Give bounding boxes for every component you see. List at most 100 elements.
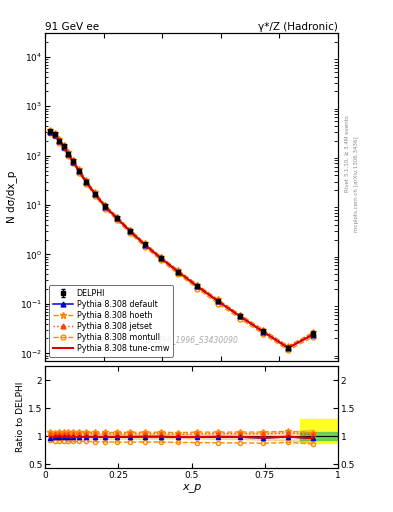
Pythia 8.308 montull (286, 347, 290, 353)
Pythia 8.308 hoeth (48, 127, 53, 133)
Pythia 8.308 tune-cmw (57, 138, 62, 144)
Text: γ*/Z (Hadronic): γ*/Z (Hadronic) (258, 22, 338, 32)
Pythia 8.308 hoeth (61, 142, 66, 148)
Pythia 8.308 jetset (61, 142, 66, 148)
Pythia 8.308 montull (216, 301, 220, 307)
Pythia 8.308 hoeth (158, 253, 163, 260)
Pythia 8.308 hoeth (128, 226, 132, 232)
Pythia 8.308 hoeth (115, 214, 119, 220)
Pythia 8.308 montull (57, 139, 62, 145)
Pythia 8.308 default (261, 329, 266, 335)
Pythia 8.308 jetset (53, 131, 57, 137)
Pythia 8.308 default (71, 159, 75, 165)
Line: Pythia 8.308 montull: Pythia 8.308 montull (48, 131, 316, 353)
Pythia 8.308 montull (158, 258, 163, 264)
Pythia 8.308 default (286, 345, 290, 351)
Pythia 8.308 jetset (176, 268, 181, 274)
Pythia 8.308 default (176, 269, 181, 275)
Pythia 8.308 tune-cmw (286, 345, 290, 351)
Pythia 8.308 hoeth (311, 329, 316, 335)
Pythia 8.308 tune-cmw (216, 298, 220, 304)
Pythia 8.308 montull (237, 316, 242, 322)
Pythia 8.308 montull (66, 153, 70, 159)
Pythia 8.308 hoeth (261, 327, 266, 333)
Pythia 8.308 hoeth (237, 311, 242, 317)
Pythia 8.308 default (93, 191, 97, 197)
Pythia 8.308 jetset (261, 327, 266, 333)
Pythia 8.308 jetset (93, 190, 97, 196)
Text: 91 GeV ee: 91 GeV ee (45, 22, 99, 32)
Pythia 8.308 montull (261, 331, 266, 337)
Pythia 8.308 default (158, 255, 163, 261)
Pythia 8.308 montull (128, 230, 132, 237)
Pythia 8.308 montull (48, 130, 53, 136)
Pythia 8.308 hoeth (57, 136, 62, 142)
Pythia 8.308 default (128, 228, 132, 234)
Pythia 8.308 tune-cmw (84, 179, 88, 185)
Pythia 8.308 default (61, 143, 66, 150)
Pythia 8.308 default (195, 284, 200, 290)
Pythia 8.308 jetset (128, 227, 132, 233)
Pythia 8.308 jetset (84, 178, 88, 184)
Pythia 8.308 hoeth (77, 166, 81, 172)
Pythia 8.308 jetset (77, 167, 81, 173)
Pythia 8.308 hoeth (71, 157, 75, 163)
Legend: DELPHI, Pythia 8.308 default, Pythia 8.308 hoeth, Pythia 8.308 jetset, Pythia 8.: DELPHI, Pythia 8.308 default, Pythia 8.3… (49, 285, 173, 357)
Pythia 8.308 jetset (103, 202, 108, 208)
Pythia 8.308 montull (142, 244, 147, 250)
Line: Pythia 8.308 default: Pythia 8.308 default (48, 130, 316, 350)
Pythia 8.308 hoeth (93, 189, 97, 196)
Pythia 8.308 default (311, 331, 316, 337)
Pythia 8.308 tune-cmw (128, 228, 132, 234)
Pythia 8.308 hoeth (216, 296, 220, 303)
Pythia 8.308 tune-cmw (311, 331, 316, 337)
Pythia 8.308 hoeth (84, 177, 88, 183)
Pythia 8.308 tune-cmw (93, 191, 97, 197)
Pythia 8.308 jetset (195, 282, 200, 288)
Pythia 8.308 default (216, 298, 220, 304)
Pythia 8.308 jetset (216, 297, 220, 303)
Pythia 8.308 hoeth (103, 202, 108, 208)
Text: DELPHI_1996_S3430090: DELPHI_1996_S3430090 (145, 335, 239, 345)
Pythia 8.308 tune-cmw (115, 215, 119, 221)
Pythia 8.308 tune-cmw (142, 242, 147, 248)
Pythia 8.308 montull (77, 169, 81, 176)
Pythia 8.308 jetset (57, 137, 62, 143)
Y-axis label: Ratio to DELPHI: Ratio to DELPHI (16, 382, 25, 453)
Line: Pythia 8.308 hoeth: Pythia 8.308 hoeth (47, 127, 316, 349)
Pythia 8.308 tune-cmw (176, 269, 181, 275)
Y-axis label: N dσ/dx_p: N dσ/dx_p (6, 171, 17, 223)
Pythia 8.308 default (84, 179, 88, 185)
Text: Rivet 3.1.10, ≥ 3.4M events: Rivet 3.1.10, ≥ 3.4M events (345, 115, 349, 192)
Pythia 8.308 hoeth (66, 149, 70, 155)
Pythia 8.308 hoeth (176, 267, 181, 273)
Pythia 8.308 jetset (142, 241, 147, 247)
Pythia 8.308 jetset (115, 214, 119, 220)
Pythia 8.308 hoeth (195, 282, 200, 288)
Pythia 8.308 hoeth (286, 343, 290, 349)
Pythia 8.308 jetset (66, 150, 70, 156)
Pythia 8.308 tune-cmw (66, 151, 70, 157)
Pythia 8.308 montull (195, 286, 200, 292)
Pythia 8.308 tune-cmw (158, 255, 163, 261)
Pythia 8.308 tune-cmw (103, 203, 108, 209)
Pythia 8.308 jetset (237, 312, 242, 318)
Pythia 8.308 tune-cmw (53, 132, 57, 138)
Pythia 8.308 montull (71, 160, 75, 166)
Pythia 8.308 jetset (311, 330, 316, 336)
Pythia 8.308 default (66, 151, 70, 157)
Pythia 8.308 default (115, 215, 119, 221)
Pythia 8.308 tune-cmw (77, 168, 81, 174)
Text: mcplots.cern.ch [arXiv:1306.3436]: mcplots.cern.ch [arXiv:1306.3436] (354, 137, 359, 232)
Pythia 8.308 jetset (158, 254, 163, 260)
Line: Pythia 8.308 jetset: Pythia 8.308 jetset (48, 129, 316, 349)
Pythia 8.308 default (142, 242, 147, 248)
Pythia 8.308 montull (84, 181, 88, 187)
X-axis label: x_p: x_p (182, 482, 201, 492)
Line: Pythia 8.308 tune-cmw: Pythia 8.308 tune-cmw (50, 132, 313, 348)
Pythia 8.308 default (77, 168, 81, 174)
Pythia 8.308 default (48, 129, 53, 135)
Pythia 8.308 hoeth (53, 130, 57, 136)
Pythia 8.308 montull (311, 334, 316, 340)
Pythia 8.308 montull (53, 133, 57, 139)
